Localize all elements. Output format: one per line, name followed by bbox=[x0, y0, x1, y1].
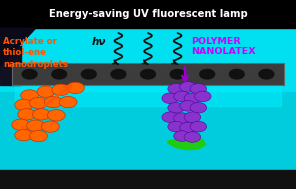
Circle shape bbox=[15, 129, 33, 141]
Circle shape bbox=[27, 120, 44, 131]
Text: Acrylate or
thiol-ene
nanodroplets: Acrylate or thiol-ene nanodroplets bbox=[3, 37, 68, 69]
Circle shape bbox=[81, 70, 96, 79]
Circle shape bbox=[184, 132, 201, 142]
Polygon shape bbox=[0, 28, 36, 66]
Bar bbox=[15, 77, 281, 106]
Circle shape bbox=[44, 96, 62, 108]
Circle shape bbox=[229, 70, 244, 79]
Circle shape bbox=[174, 113, 190, 123]
Circle shape bbox=[111, 70, 126, 79]
Circle shape bbox=[30, 97, 47, 109]
Bar bbox=[0, 28, 296, 170]
Circle shape bbox=[168, 102, 184, 113]
Circle shape bbox=[180, 101, 196, 111]
Text: POLYMER
NANOLATEX: POLYMER NANOLATEX bbox=[191, 37, 255, 56]
Polygon shape bbox=[167, 137, 206, 150]
Circle shape bbox=[52, 70, 67, 79]
Circle shape bbox=[200, 70, 215, 79]
Circle shape bbox=[30, 130, 47, 142]
Circle shape bbox=[47, 110, 65, 121]
Bar bbox=[12, 63, 284, 85]
Circle shape bbox=[162, 112, 178, 122]
Circle shape bbox=[174, 131, 190, 141]
Circle shape bbox=[194, 91, 211, 102]
Circle shape bbox=[33, 109, 50, 120]
Text: Energy-saving UV fluorescent lamp: Energy-saving UV fluorescent lamp bbox=[49, 9, 247, 19]
Circle shape bbox=[59, 96, 77, 108]
Circle shape bbox=[180, 82, 196, 92]
Text: hν: hν bbox=[92, 37, 106, 46]
Circle shape bbox=[15, 99, 33, 111]
Circle shape bbox=[190, 84, 207, 94]
Circle shape bbox=[141, 70, 155, 79]
Circle shape bbox=[170, 70, 185, 79]
Bar bbox=[0, 0, 296, 28]
Circle shape bbox=[184, 112, 201, 122]
Circle shape bbox=[52, 84, 70, 95]
Circle shape bbox=[162, 93, 178, 104]
Circle shape bbox=[18, 109, 36, 120]
Bar bbox=[0, 28, 296, 91]
Circle shape bbox=[168, 84, 184, 94]
Circle shape bbox=[67, 82, 84, 94]
Circle shape bbox=[41, 121, 59, 132]
Bar bbox=[0, 28, 21, 85]
Circle shape bbox=[12, 119, 30, 130]
Circle shape bbox=[174, 91, 190, 102]
Circle shape bbox=[180, 122, 196, 133]
Circle shape bbox=[190, 121, 207, 132]
Circle shape bbox=[21, 90, 38, 101]
Circle shape bbox=[184, 93, 201, 104]
Circle shape bbox=[37, 86, 55, 97]
Bar bbox=[0, 170, 296, 189]
Circle shape bbox=[190, 102, 207, 113]
Circle shape bbox=[168, 121, 184, 132]
Circle shape bbox=[259, 70, 274, 79]
Circle shape bbox=[22, 70, 37, 79]
